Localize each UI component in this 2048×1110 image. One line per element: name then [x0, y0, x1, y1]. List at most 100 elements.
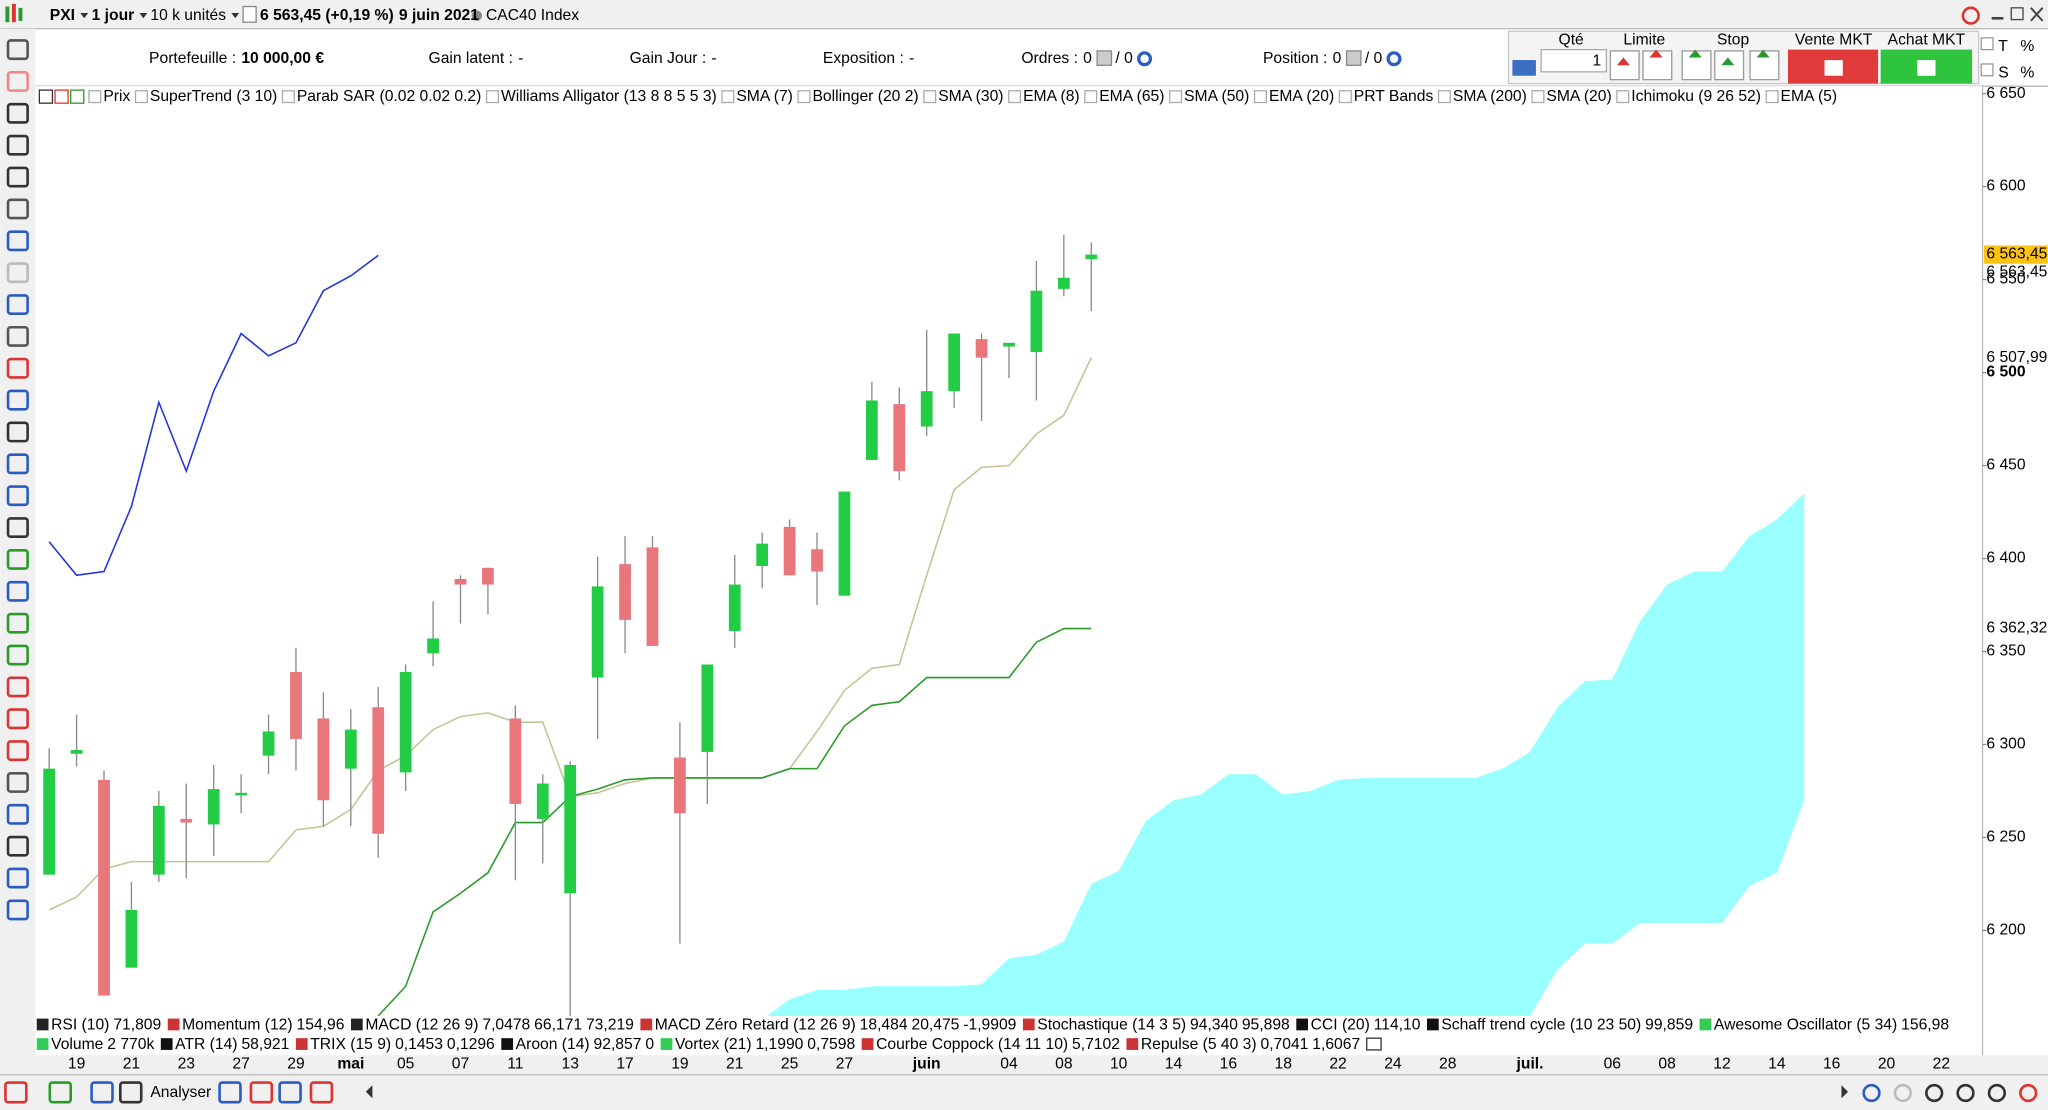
- indicator-swatch[interactable]: [350, 1018, 363, 1031]
- drawing-tool[interactable]: [6, 421, 29, 443]
- toolbar-button[interactable]: [278, 1081, 302, 1104]
- indicator-swatch[interactable]: [640, 1018, 653, 1031]
- indicator-name[interactable]: Aroon (14): [516, 1036, 590, 1053]
- drawing-tool[interactable]: [6, 676, 29, 698]
- toolbar-button[interactable]: [249, 1081, 274, 1104]
- indicator-name[interactable]: Parab SAR (0.02 0.02 0.2): [297, 88, 482, 105]
- indicator-name[interactable]: MACD (12 26 9): [365, 1016, 478, 1033]
- indicator-name[interactable]: SMA (30): [938, 88, 1003, 105]
- analyze-button[interactable]: Analyser: [150, 1084, 211, 1101]
- indicator-swatch[interactable]: [1126, 1038, 1139, 1050]
- minimize-button[interactable]: [1991, 16, 2004, 20]
- indicator-checkbox[interactable]: [1616, 90, 1630, 104]
- panel-toggle[interactable]: [1366, 1037, 1382, 1051]
- drawing-tool[interactable]: [6, 899, 29, 921]
- drawing-tool[interactable]: [6, 867, 29, 889]
- indicator-name[interactable]: Volume: [51, 1036, 104, 1053]
- indicator-checkbox[interactable]: [88, 90, 102, 104]
- indicator-checkbox[interactable]: [485, 90, 500, 104]
- indicator-swatch[interactable]: [36, 1038, 49, 1050]
- indicator-checkbox[interactable]: [134, 90, 148, 104]
- legend-tool[interactable]: [54, 89, 69, 104]
- checkbox[interactable]: [1980, 63, 1994, 77]
- drawing-tool[interactable]: [6, 102, 29, 124]
- close-button[interactable]: [2030, 7, 2044, 22]
- drawing-tool[interactable]: [6, 230, 29, 252]
- qty-input[interactable]: [1540, 48, 1608, 73]
- indicator-name[interactable]: Vortex (21): [675, 1036, 752, 1053]
- drawing-tool[interactable]: [6, 644, 29, 666]
- toolbar-button[interactable]: [119, 1081, 143, 1104]
- toolbar-button[interactable]: [1893, 1083, 1912, 1103]
- drawing-tool[interactable]: [6, 357, 29, 379]
- indicator-name[interactable]: SuperTrend (3 10): [150, 88, 277, 105]
- legend-tool[interactable]: [38, 89, 54, 104]
- indicator-checkbox[interactable]: [1765, 90, 1779, 104]
- indicator-name[interactable]: Courbe Coppock (14 11 10): [876, 1036, 1068, 1053]
- settings-icon[interactable]: [1137, 51, 1153, 67]
- legend-tool[interactable]: [70, 89, 85, 104]
- order-type-button[interactable]: [1609, 50, 1640, 81]
- drawing-tool[interactable]: [6, 740, 29, 762]
- indicator-checkbox[interactable]: [1008, 90, 1022, 104]
- toolbar-button[interactable]: [90, 1081, 114, 1104]
- drawing-tool[interactable]: [6, 389, 29, 411]
- period-selector[interactable]: 1 jour: [92, 7, 135, 24]
- drawing-tool[interactable]: [6, 835, 29, 857]
- drawing-tool[interactable]: [6, 612, 29, 634]
- indicator-checkbox[interactable]: [797, 90, 811, 104]
- drawing-tool[interactable]: [6, 453, 29, 475]
- drawing-tool[interactable]: [6, 580, 29, 602]
- indicator-swatch[interactable]: [1296, 1018, 1309, 1031]
- toolbar-button[interactable]: [1925, 1083, 1944, 1103]
- drawing-tool[interactable]: [6, 294, 29, 315]
- keyboard-icon[interactable]: [1512, 60, 1536, 76]
- units-selector[interactable]: 10 k unités: [150, 7, 226, 24]
- indicator-name[interactable]: Bollinger (20 2): [812, 88, 918, 105]
- info-icon[interactable]: [242, 5, 257, 23]
- order-type-button[interactable]: [1714, 50, 1745, 81]
- indicator-checkbox[interactable]: [1253, 90, 1267, 104]
- indicator-name[interactable]: SMA (200): [1453, 88, 1527, 105]
- toolbar-button[interactable]: [1956, 1083, 1975, 1103]
- indicator-swatch[interactable]: [1426, 1018, 1439, 1031]
- drawing-tool[interactable]: [6, 772, 29, 793]
- indicator-name[interactable]: SMA (20): [1546, 88, 1611, 105]
- indicator-checkbox[interactable]: [281, 90, 295, 104]
- drawing-tool[interactable]: [6, 485, 29, 507]
- indicator-checkbox[interactable]: [1437, 90, 1451, 104]
- indicator-swatch[interactable]: [861, 1038, 874, 1050]
- indicator-checkbox[interactable]: [1338, 90, 1352, 104]
- indicator-name[interactable]: EMA (20): [1269, 88, 1334, 105]
- indicator-swatch[interactable]: [1022, 1018, 1035, 1031]
- indicator-name[interactable]: ATR (14): [175, 1036, 237, 1053]
- toolbar-button[interactable]: [1862, 1083, 1881, 1103]
- drawing-tool[interactable]: [6, 71, 29, 92]
- indicator-name[interactable]: EMA (8): [1023, 88, 1080, 105]
- indicator-name[interactable]: Stochastique (14 3 5): [1037, 1016, 1186, 1033]
- indicator-name[interactable]: CCI (20): [1311, 1016, 1370, 1033]
- drawing-tool[interactable]: [6, 548, 29, 570]
- settings-icon[interactable]: [1386, 51, 1402, 67]
- indicator-name[interactable]: Ichimoku (9 26 52): [1631, 88, 1761, 105]
- toolbar-button[interactable]: [1987, 1083, 2007, 1103]
- toolbar-button[interactable]: [48, 1081, 73, 1104]
- symbol-selector[interactable]: PXI: [50, 7, 75, 24]
- indicator-swatch[interactable]: [660, 1038, 673, 1050]
- indicator-name[interactable]: SMA (7): [736, 88, 793, 105]
- indicator-name[interactable]: SMA (50): [1184, 88, 1249, 105]
- indicator-swatch[interactable]: [295, 1038, 308, 1050]
- indicator-checkbox[interactable]: [923, 90, 937, 104]
- drawing-tool[interactable]: [6, 166, 29, 188]
- drawing-tool[interactable]: [6, 325, 29, 347]
- toolbar-button[interactable]: [4, 1081, 28, 1104]
- indicator-name[interactable]: EMA (65): [1099, 88, 1164, 105]
- indicator-swatch[interactable]: [1699, 1018, 1712, 1031]
- indicator-swatch[interactable]: [501, 1038, 514, 1050]
- indicator-checkbox[interactable]: [1169, 90, 1183, 104]
- drawing-tool[interactable]: [6, 803, 29, 825]
- indicator-name[interactable]: EMA (5): [1781, 88, 1838, 105]
- toolbar-button[interactable]: [309, 1081, 334, 1104]
- indicator-name[interactable]: Momentum (12): [182, 1016, 292, 1033]
- scroll-left[interactable]: [365, 1085, 373, 1099]
